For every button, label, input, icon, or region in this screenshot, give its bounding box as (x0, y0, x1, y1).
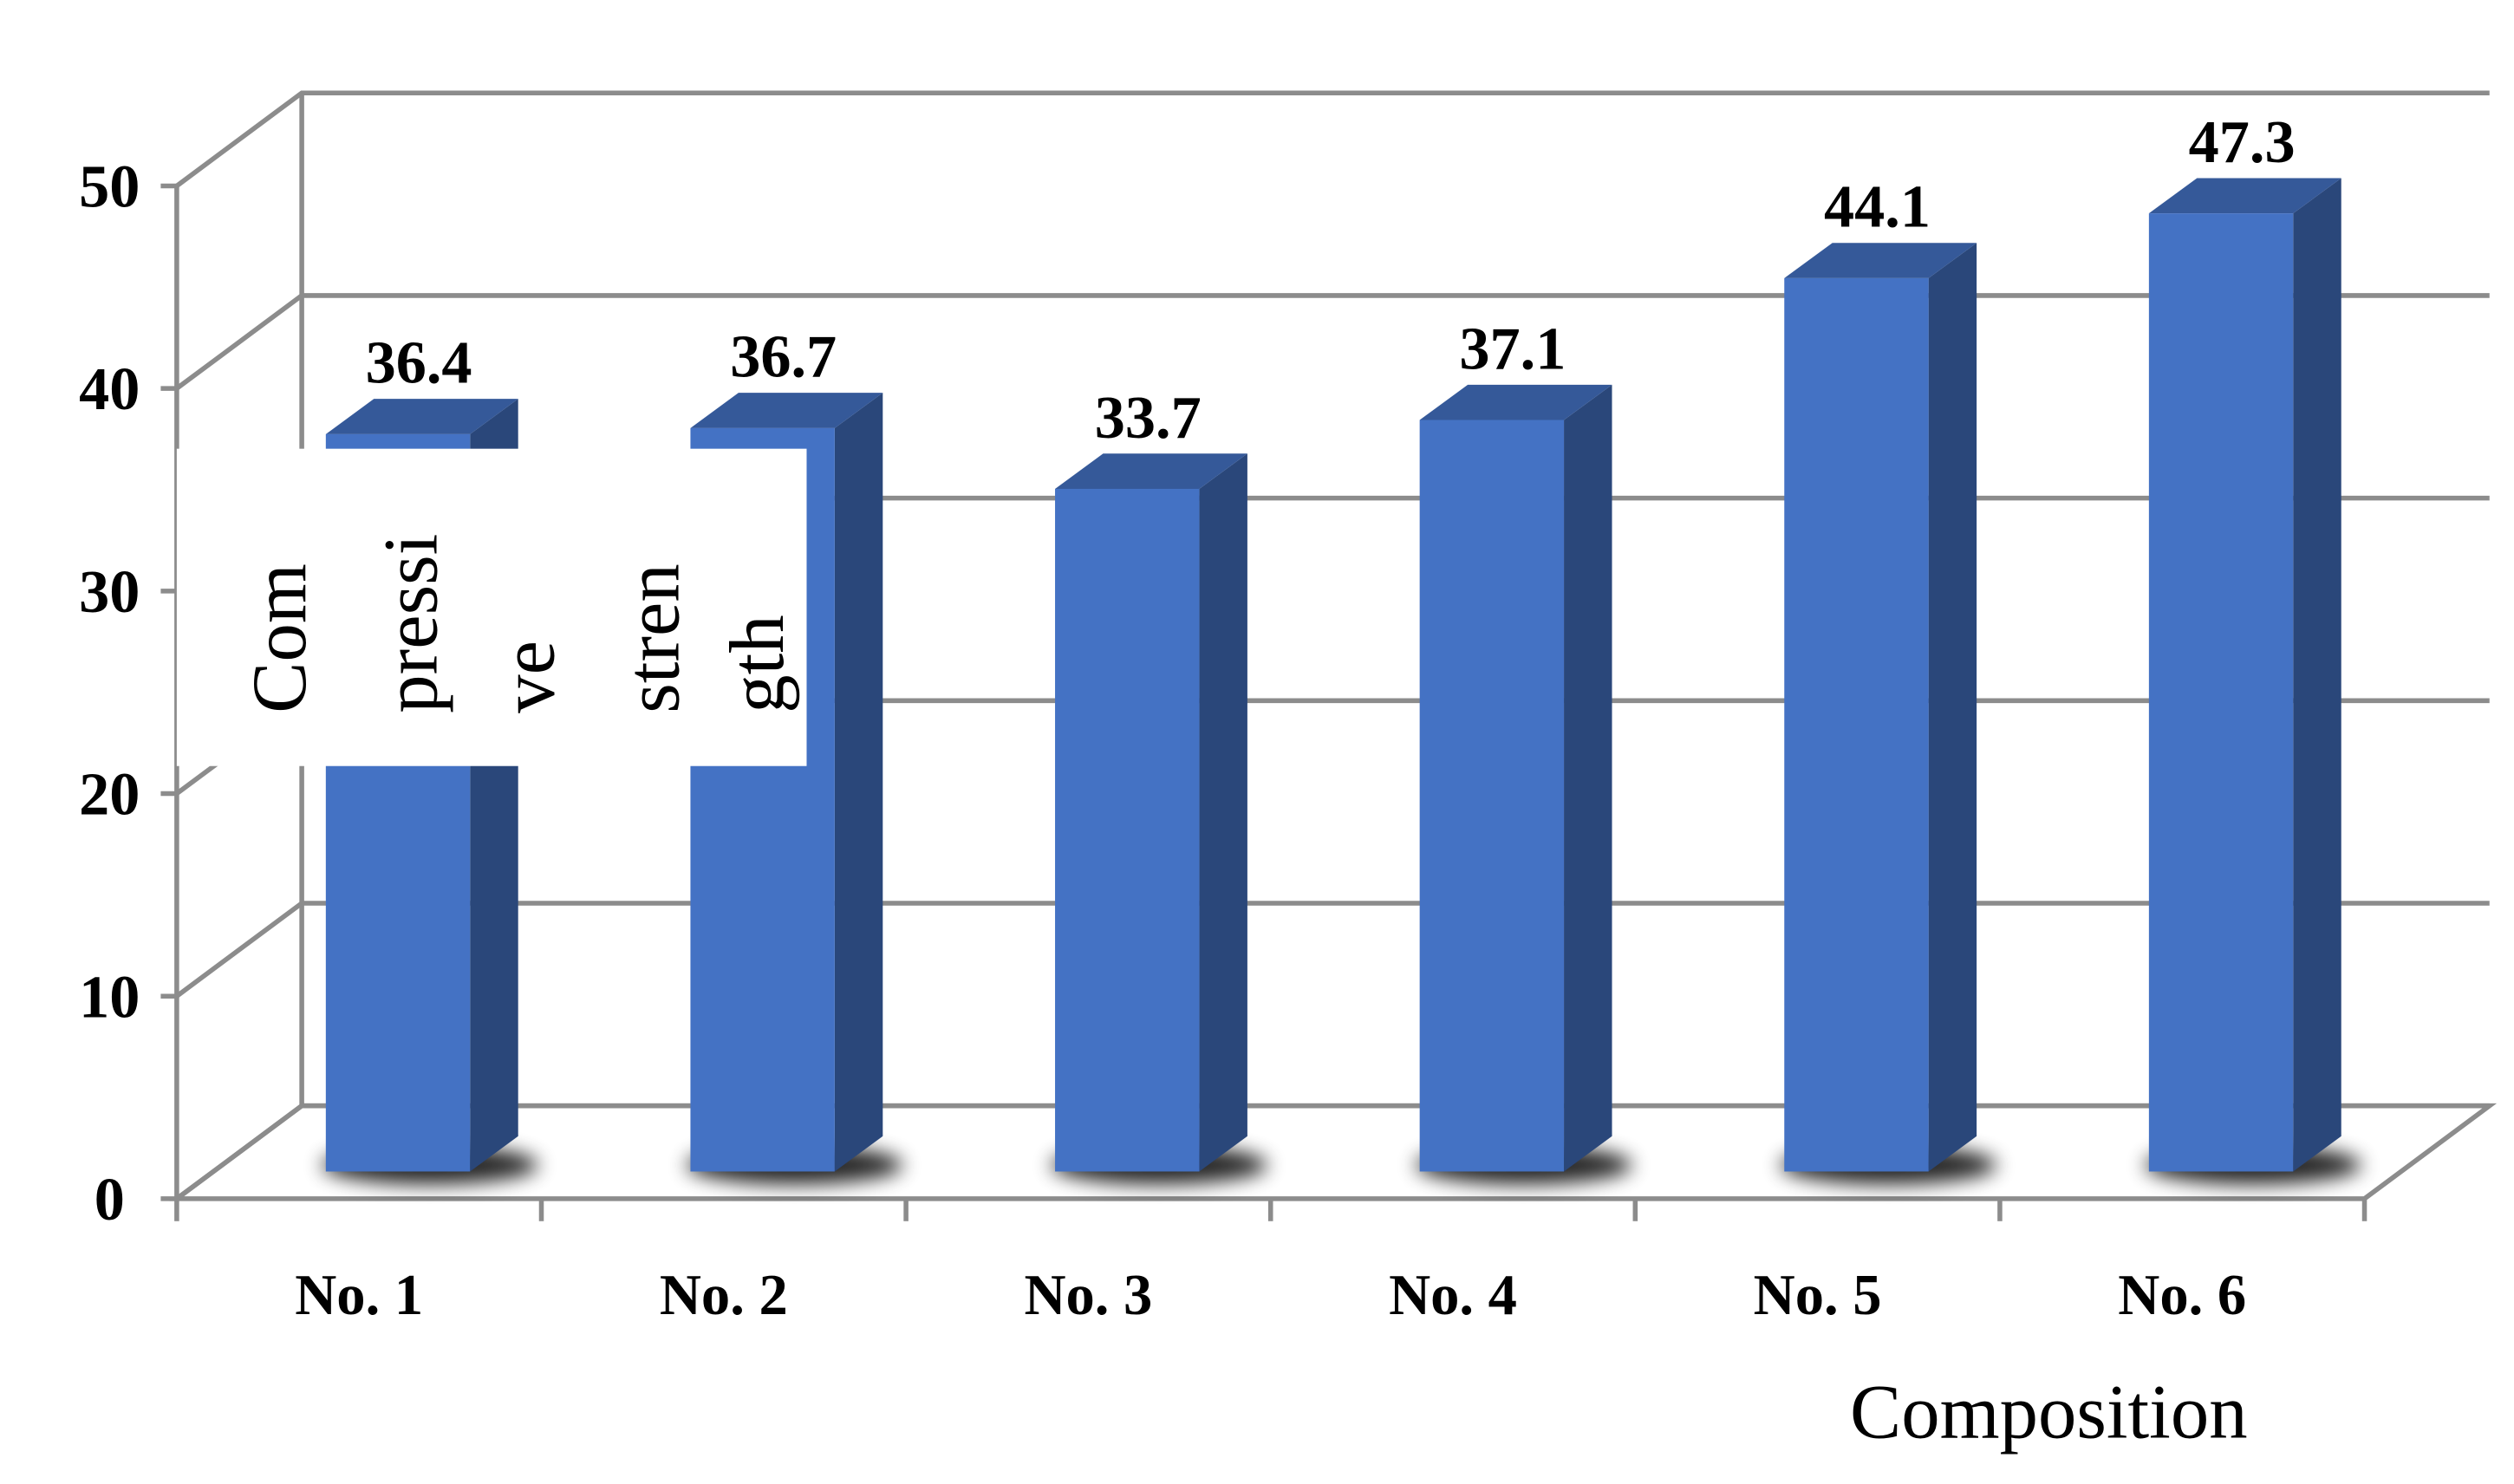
grid-line (175, 293, 2490, 391)
y-tick-label: 30 (79, 558, 140, 626)
x-tick-label: No. 1 (295, 1264, 423, 1327)
bar-side (1199, 453, 1247, 1172)
bar-top (1419, 384, 1612, 420)
y-axis-title: Com pressi ve stren gth (238, 534, 800, 713)
y-tick-label: 0 (94, 1166, 125, 1233)
value-label: 37.1 (1459, 315, 1566, 382)
y-title-part: gth (715, 615, 800, 713)
bar-side (834, 393, 883, 1172)
value-label: 44.1 (1824, 173, 1931, 241)
y-title-part: pressi (368, 534, 453, 713)
bar (1784, 277, 1929, 1172)
bar (1419, 420, 1565, 1172)
y-tick-label: 20 (79, 761, 140, 829)
x-tick-label: No. 6 (2118, 1264, 2246, 1327)
bar (1055, 488, 1200, 1172)
y-title-box (176, 448, 807, 766)
labels: 0 10 20 30 40 50 36.4 No. 1 36.7 No. 2 33.7 No. 3 37… (79, 108, 2295, 1455)
value-label: 36.7 (730, 323, 837, 391)
bar-side (2293, 178, 2341, 1172)
floor (169, 1103, 2498, 1201)
y-title-part: stren (611, 563, 696, 713)
bar-top (1055, 453, 1247, 489)
value-label: 47.3 (2189, 108, 2296, 176)
bar-side (1564, 384, 1612, 1172)
bar-top (2148, 178, 2341, 214)
bar (2148, 213, 2294, 1172)
x-tick-label: No. 3 (1024, 1264, 1152, 1327)
x-tick-label: No. 5 (1754, 1264, 1882, 1327)
grid-line (175, 901, 2490, 999)
y-tick-label: 10 (79, 963, 140, 1031)
bar-top (690, 393, 883, 428)
y-title-part: ve (485, 641, 570, 713)
y-title-part: Com (238, 563, 322, 713)
grid-line (175, 1103, 2490, 1201)
x-tick-label: No. 2 (660, 1264, 788, 1327)
bar-side (1928, 243, 1977, 1172)
bar-top (1784, 243, 1977, 278)
x-axis-title: Composition (1850, 1370, 2248, 1455)
value-label: 33.7 (1095, 384, 1202, 452)
y-tick-label: 40 (79, 355, 140, 423)
y-tick-label: 50 (79, 153, 140, 220)
x-tick-label: No. 4 (1389, 1264, 1517, 1327)
bar-top (325, 399, 518, 434)
grid-line (175, 90, 2490, 188)
value-label: 36.4 (366, 329, 472, 397)
